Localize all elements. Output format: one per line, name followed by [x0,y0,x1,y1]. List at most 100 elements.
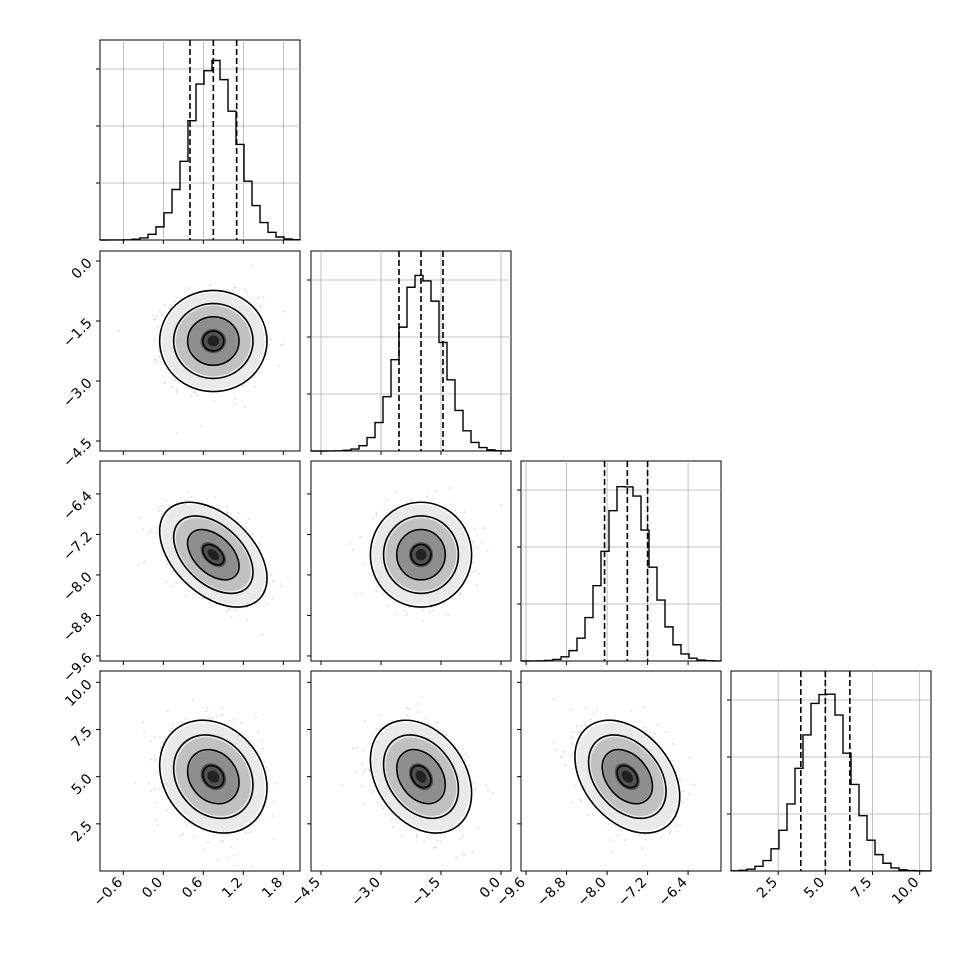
scatter-point [248,519,250,521]
scatter-point [554,741,556,743]
scatter-point [500,504,502,506]
scatter-point [356,747,358,749]
scatter-point [362,785,364,787]
scatter-point [585,707,587,709]
scatter-point [262,748,264,750]
scatter-point [387,605,389,607]
scatter-point [227,506,229,508]
scatter-point [162,314,164,316]
scatter-point [435,722,437,724]
scatter-point [165,581,167,583]
scatter-point [280,344,282,346]
scatter-point [462,835,464,837]
scatter-point [380,714,382,716]
scatter-point [188,287,190,289]
scatter-point [386,499,388,501]
scatter-point [196,394,198,396]
scatter-point [192,699,194,701]
scatter-point [246,528,248,530]
scatter-point [406,614,408,616]
scatter-point [422,609,424,611]
scatter-point [460,594,462,596]
scatter-point [607,823,609,825]
scatter-point [392,826,394,828]
scatter-point [472,851,474,853]
scatter-point [460,838,462,840]
scatter-point [590,719,592,721]
scatter-point [580,801,582,803]
scatter-point [135,782,137,784]
scatter-point [143,561,145,563]
scatter-point [464,511,466,513]
scatter-point [483,527,485,529]
scatter-point [462,748,464,750]
histogram-panel-2 [517,461,721,661]
scatter-point [555,749,557,751]
scatter-point [191,395,193,397]
scatter-point [142,721,144,723]
scatter-panel-3-2 [521,671,721,871]
scatter-point [175,380,177,382]
scatter-point [273,839,275,841]
scatter-point [201,425,203,427]
scatter-point [427,496,429,498]
scatter-point [151,740,153,742]
scatter-point [464,759,466,761]
scatter-point [158,788,160,790]
scatter-point [474,570,476,572]
scatter-point [464,854,466,856]
scatter-point [487,790,489,792]
scatter-point [445,734,447,736]
scatter-point [579,799,581,801]
scatter-point [240,722,242,724]
scatter-point [477,573,479,575]
scatter-point [272,580,274,582]
scatter-point [624,839,626,841]
scatter-point [672,760,674,762]
scatter-point [234,403,236,405]
scatter-point [176,391,178,393]
scatter-point [137,564,139,566]
scatter-point [468,765,470,767]
scatter-point [209,717,211,719]
scatter-point [159,361,161,363]
scatter-point [143,528,145,530]
histogram-frame-2 [521,461,721,661]
scatter-point [166,563,168,565]
scatter-point [245,832,247,834]
scatter-point [155,318,157,320]
scatter-point [193,391,195,393]
scatter-point [429,611,431,613]
scatter-panel-2-0 [100,461,300,661]
scatter-point [155,361,157,363]
scatter-point [389,813,391,815]
scatter-point [170,304,172,306]
scatter-point [171,727,173,729]
scatter-point [233,719,235,721]
scatter-point [368,769,370,771]
scatter-point [207,842,209,844]
histogram-frame-3 [731,671,931,871]
scatter-point [222,831,224,833]
scatter-point [465,753,467,755]
scatter-point [237,838,239,840]
scatter-point [226,830,228,832]
scatter-point [234,398,236,400]
scatter-point [266,766,268,768]
scatter-point [185,500,187,502]
scatter-point [193,836,195,838]
scatter-point [432,610,434,612]
scatter-point [270,338,272,340]
scatter-point [231,846,233,848]
scatter-point [118,330,120,332]
scatter-point [164,383,166,385]
scatter-point [448,828,450,830]
scatter-point [169,730,171,732]
scatter-point [251,534,253,536]
scatter-point [154,359,156,361]
scatter-point [244,406,246,408]
scatter-point [434,846,436,848]
scatter-point [216,715,218,717]
scatter-point [231,616,233,618]
